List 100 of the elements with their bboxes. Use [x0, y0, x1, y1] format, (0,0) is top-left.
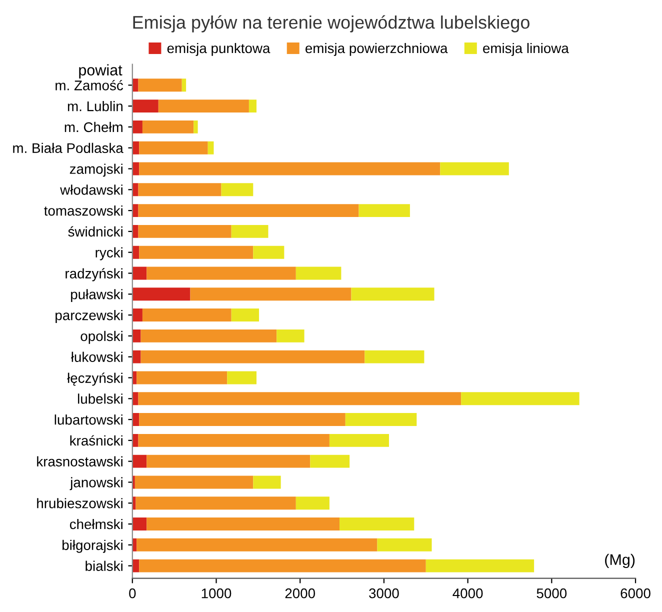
bar	[142, 120, 194, 134]
bar	[345, 413, 417, 426]
y-tick-label: łukowski	[71, 352, 122, 362]
bar	[440, 162, 509, 176]
y-tick-label: świdnicki	[68, 226, 122, 237]
x-tick-label: 6000	[620, 588, 650, 598]
bar	[132, 392, 138, 406]
x-tick-label: 0	[129, 588, 136, 598]
bar	[138, 183, 222, 196]
bar	[146, 518, 340, 530]
bar	[132, 183, 138, 196]
y-tick-label: bialski	[86, 560, 122, 571]
x-tick-label: 3000	[369, 588, 399, 598]
bar	[139, 559, 426, 572]
bar	[142, 308, 232, 322]
bar	[132, 288, 190, 301]
x-tick-label: 5000	[536, 588, 567, 598]
bar	[132, 141, 140, 154]
bar	[132, 454, 147, 468]
bar	[253, 476, 281, 489]
bar	[231, 224, 268, 238]
bar	[364, 350, 424, 364]
x-axis-title: (Mg)	[605, 554, 635, 568]
y-tick-label: tomaszowski	[44, 206, 122, 216]
bar	[253, 246, 284, 259]
y-tick-label: krasnostawski	[37, 456, 122, 466]
y-tick-label: hrubieszowski	[37, 498, 122, 508]
y-tick-label: włodawski	[60, 184, 122, 195]
bar	[132, 120, 142, 134]
bar	[139, 162, 440, 176]
bar	[138, 224, 232, 238]
bar	[296, 266, 342, 280]
bar	[132, 559, 140, 572]
bar	[158, 100, 249, 113]
bar	[231, 308, 260, 322]
bar	[146, 266, 296, 280]
bar	[132, 350, 141, 364]
y-tick-label: zamojski	[70, 164, 122, 177]
bar	[190, 288, 352, 301]
bar	[248, 100, 257, 113]
y-tick-label: biłgorajski	[62, 540, 122, 553]
y-tick-label: opolski	[80, 330, 122, 344]
x-tick-label: 1000	[202, 588, 232, 598]
bar	[136, 371, 228, 384]
legend-label: emisja powierzchniowa	[306, 42, 448, 56]
bar	[182, 78, 186, 92]
bar	[138, 392, 462, 406]
bar	[132, 266, 147, 280]
y-tick-label: m. Zamość	[56, 80, 124, 90]
bar	[146, 454, 310, 468]
y-tick-label: m. Lublin	[68, 101, 122, 112]
bar	[351, 288, 434, 301]
bar	[140, 329, 277, 342]
bar	[296, 496, 330, 510]
bar	[276, 329, 304, 342]
bar	[140, 350, 365, 364]
bar	[426, 559, 534, 572]
bar	[358, 204, 410, 218]
bar	[138, 204, 359, 218]
legend-label: emisja liniowa	[483, 42, 569, 56]
y-tick-label: lubartowski	[54, 414, 122, 425]
chart-title: Emisja pyłów na terenie województwa lubelskiego	[133, 15, 530, 32]
y-tick-label: janowski	[70, 477, 122, 490]
bar	[340, 518, 414, 530]
y-tick-label: m. Chełm	[64, 122, 122, 132]
y-tick-label: lubelski	[78, 394, 122, 404]
bar	[310, 454, 350, 468]
bar	[136, 496, 296, 510]
bar	[139, 141, 208, 154]
bar	[132, 413, 140, 426]
bar	[132, 100, 158, 113]
y-tick-label: puławski	[71, 289, 122, 302]
bar	[132, 518, 147, 530]
bar	[136, 538, 378, 552]
bar	[132, 246, 140, 259]
bar	[138, 434, 330, 447]
bar	[208, 141, 214, 154]
bar	[139, 246, 254, 259]
bar	[132, 329, 141, 342]
bar	[134, 476, 254, 489]
bar	[194, 120, 198, 134]
bar	[132, 204, 138, 218]
bar	[132, 496, 136, 510]
y-tick-label: parczewski	[56, 310, 122, 323]
bar	[132, 78, 138, 92]
bar	[138, 78, 182, 92]
bar	[329, 434, 389, 447]
y-tick-label: rycki	[96, 247, 122, 260]
y-tick-label: m. Biała Podlaska	[13, 142, 124, 154]
bar	[132, 308, 142, 322]
bar	[377, 538, 432, 552]
bar	[221, 183, 254, 196]
y-tick-label: radzyński	[66, 268, 122, 282]
legend-label: emisja punktowa	[167, 42, 270, 56]
x-tick-label: 2000	[285, 588, 316, 598]
bar	[132, 434, 138, 447]
bar	[139, 413, 346, 426]
y-tick-label: chełmski	[70, 518, 122, 530]
bar	[461, 392, 580, 406]
bar	[227, 371, 257, 384]
